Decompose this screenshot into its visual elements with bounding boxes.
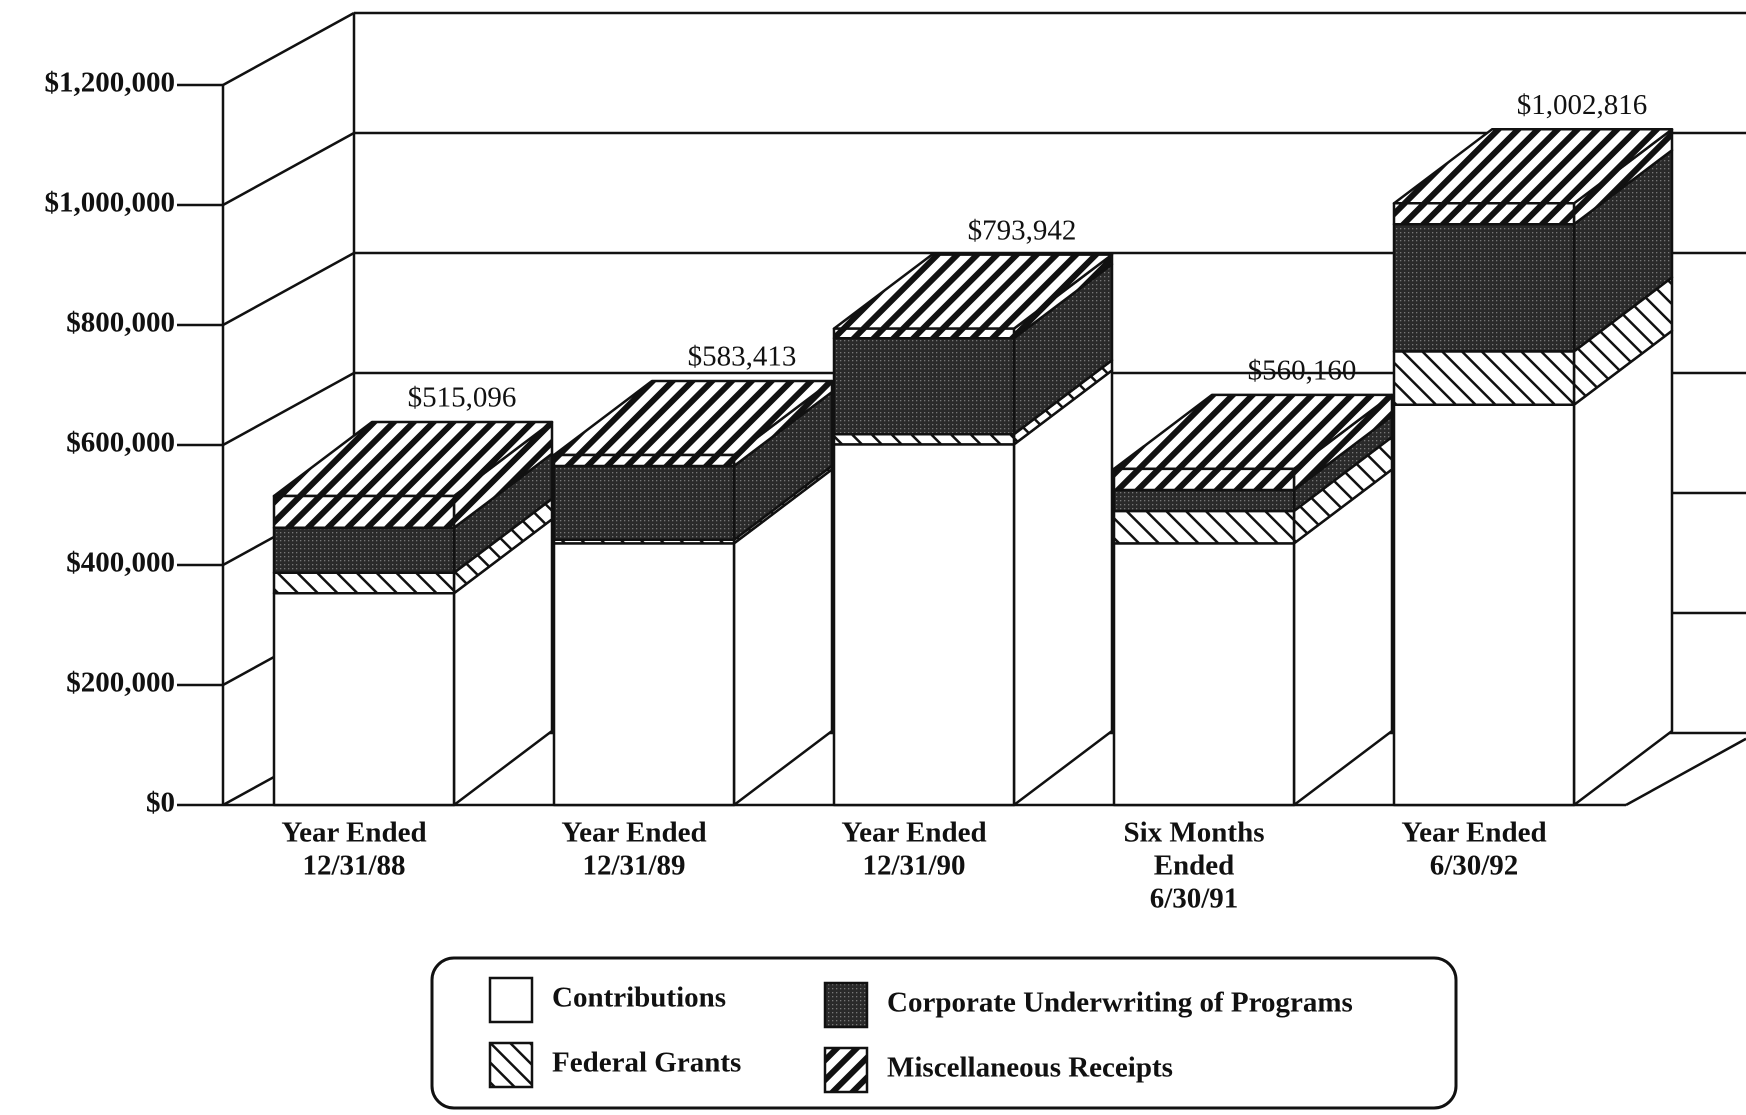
total-label: $515,096 — [408, 382, 517, 414]
bar — [552, 464, 736, 542]
y-tick-label: $400,000 — [66, 547, 175, 579]
x-tick-label: 6/30/92 — [1430, 850, 1519, 882]
bar — [272, 571, 456, 595]
x-tick-label: Year Ended — [1401, 817, 1546, 849]
bar — [832, 327, 1016, 340]
legend-swatch — [823, 1046, 869, 1094]
bar — [1112, 488, 1296, 513]
total-label: $1,002,816 — [1517, 89, 1648, 121]
legend-swatch — [488, 976, 534, 1024]
legend-label: Corporate Underwriting of Programs — [887, 987, 1353, 1019]
bar-side — [1012, 369, 1114, 807]
x-tick-label: 6/30/91 — [1150, 883, 1239, 915]
bar — [832, 432, 1016, 446]
y-tick-label: $800,000 — [66, 307, 175, 339]
x-tick-label: 12/31/88 — [302, 850, 405, 882]
bar — [552, 542, 736, 807]
tick-diagonal — [222, 371, 355, 447]
bar — [1112, 542, 1296, 807]
bar — [1112, 509, 1296, 545]
y-tick-label: $1,200,000 — [45, 67, 176, 99]
legend-label: Contributions — [552, 982, 726, 1014]
bar — [272, 526, 456, 575]
legend-box — [430, 956, 1458, 1110]
x-tick-label: Year Ended — [281, 817, 426, 849]
total-label: $560,160 — [1248, 355, 1357, 387]
bar — [1392, 403, 1576, 807]
bar — [272, 494, 456, 530]
bar — [272, 591, 456, 807]
y-tick-label: $0 — [146, 787, 175, 819]
x-tick-label: 12/31/89 — [582, 850, 685, 882]
x-tick-label: Year Ended — [561, 817, 706, 849]
bar — [552, 453, 736, 468]
bar — [1392, 350, 1576, 407]
bar — [1112, 467, 1296, 492]
y-tick-label: $1,000,000 — [45, 187, 176, 219]
x-tick-label: Year Ended — [841, 817, 986, 849]
legend-label: Federal Grants — [552, 1047, 741, 1079]
floor-right — [1625, 737, 1746, 807]
total-label: $793,942 — [968, 214, 1077, 246]
bar — [832, 336, 1016, 436]
tick-diagonal — [222, 131, 355, 207]
bar — [1392, 222, 1576, 353]
legend-swatch — [488, 1041, 534, 1089]
tick-diagonal — [222, 11, 355, 87]
tick-diagonal — [222, 251, 355, 327]
bar — [1392, 202, 1576, 226]
y-tick-label: $600,000 — [66, 427, 175, 459]
total-label: $583,413 — [688, 341, 797, 373]
bar — [832, 443, 1016, 807]
legend-swatch — [823, 981, 869, 1029]
x-tick-label: Six Months — [1123, 817, 1264, 849]
x-tick-label: Ended — [1154, 850, 1235, 882]
legend-label: Miscellaneous Receipts — [887, 1052, 1173, 1084]
x-tick-label: 12/31/90 — [862, 850, 965, 882]
y-tick-label: $200,000 — [66, 667, 175, 699]
bar-side — [1572, 329, 1674, 807]
